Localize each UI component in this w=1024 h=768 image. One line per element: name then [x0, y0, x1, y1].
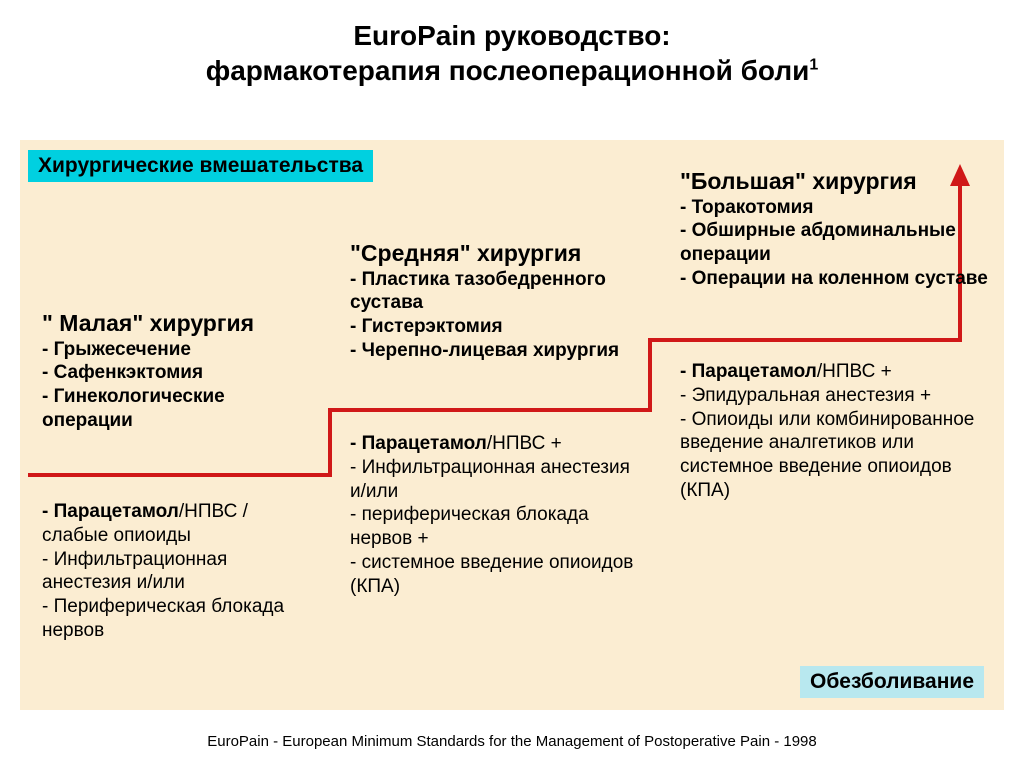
level1-title: " Малая" хирургия [42, 310, 312, 338]
tag-surgery: Хирургические вмешательства [28, 150, 373, 182]
level2-title: "Средняя" хирургия [350, 240, 645, 268]
title-sup: 1 [809, 57, 818, 74]
level1-above: " Малая" хирургия - Грыжесечение - Сафен… [42, 310, 312, 433]
level1-examples: - Грыжесечение - Сафенкэктомия - Гинекол… [42, 338, 312, 433]
slide-title: EuroPain руководство: фармакотерапия пос… [0, 18, 1024, 88]
level3-title: "Большая" хирургия [680, 168, 990, 196]
tag-anesthesia: Обезболивание [800, 666, 984, 698]
footer-citation: EuroPain - European Minimum Standards fo… [0, 733, 1024, 750]
level2-examples: - Пластика тазобедренного сустава - Гист… [350, 268, 645, 363]
level2-above: "Средняя" хирургия - Пластика тазобедрен… [350, 240, 645, 363]
level3-treatment: - Парацетамол/НПВС + - Эпидуральная анес… [680, 360, 1000, 503]
level1-treatment: - Парацетамол/НПВС /слабые опиоиды - Инф… [42, 500, 312, 643]
title-line2: фармакотерапия послеоперационной боли [206, 55, 810, 86]
title-line1: EuroPain руководство: [353, 20, 670, 51]
level3-examples: - Торакотомия - Обширные абдоминальные о… [680, 196, 990, 291]
level2-treatment: - Парацетамол/НПВС + - Инфильтрационная … [350, 432, 645, 598]
slide: EuroPain руководство: фармакотерапия пос… [0, 0, 1024, 768]
level3-above: "Большая" хирургия - Торакотомия - Обшир… [680, 168, 990, 291]
